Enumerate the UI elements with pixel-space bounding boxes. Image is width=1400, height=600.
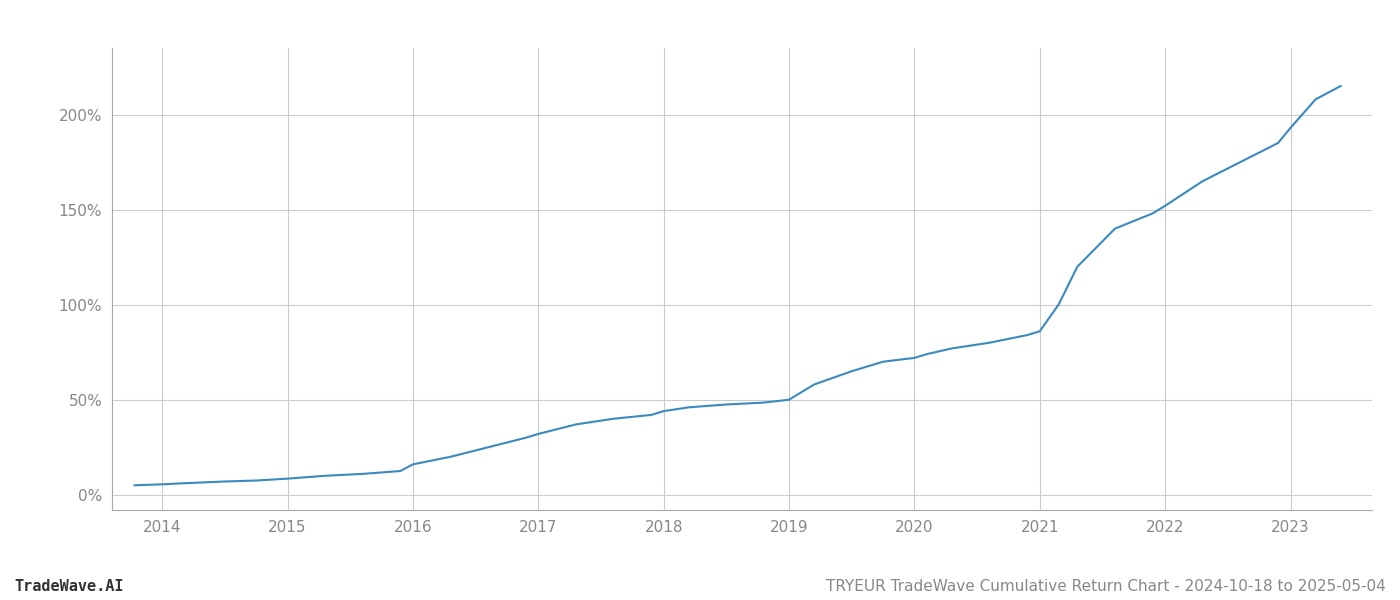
Text: TradeWave.AI: TradeWave.AI: [14, 579, 123, 594]
Text: TRYEUR TradeWave Cumulative Return Chart - 2024-10-18 to 2025-05-04: TRYEUR TradeWave Cumulative Return Chart…: [826, 579, 1386, 594]
